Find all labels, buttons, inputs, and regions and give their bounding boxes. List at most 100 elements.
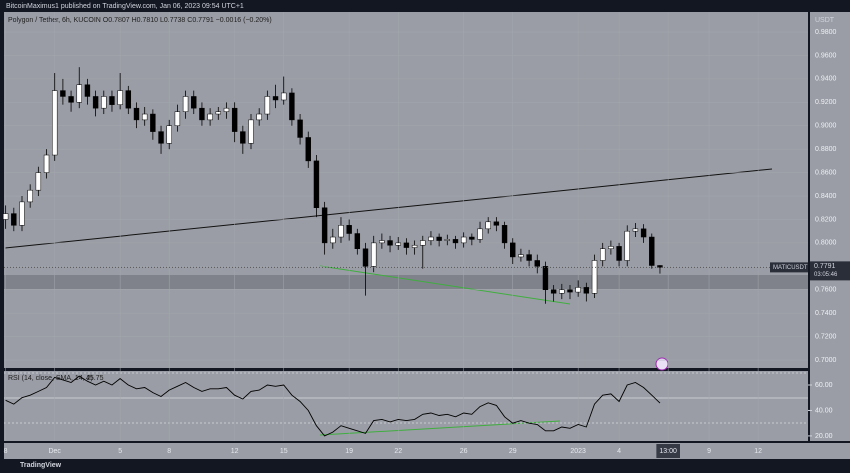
x-tick-label: 9 xyxy=(707,448,711,455)
trend-line xyxy=(4,168,773,249)
candle-body xyxy=(109,96,115,105)
price-axis xyxy=(810,12,850,441)
candle-body xyxy=(436,236,442,241)
price-pane xyxy=(4,12,808,368)
candle-body xyxy=(403,242,410,248)
y-tick-label: 0.8000 xyxy=(815,240,837,247)
symbol-legend: Polygon / Tether, 6h, KUCOIN O0.7807 H0.… xyxy=(8,17,272,24)
candle-body xyxy=(215,111,221,115)
candle-body xyxy=(452,239,459,244)
candle-body xyxy=(387,240,393,246)
candle-body xyxy=(591,260,598,294)
y-tick-label: 0.9800 xyxy=(815,29,837,36)
x-tick-label: 13:00 xyxy=(659,448,677,455)
rsi-value: 45.75 xyxy=(86,375,104,382)
support-zone xyxy=(4,275,808,289)
candle-body xyxy=(27,189,33,203)
candle-body xyxy=(207,113,213,121)
candle-body xyxy=(256,113,262,121)
candle-body xyxy=(632,228,639,232)
x-tick-label: 26 xyxy=(460,448,468,455)
candle-body xyxy=(428,236,434,241)
y-tick-label: 0.8600 xyxy=(815,169,837,176)
candle-body xyxy=(395,242,401,246)
y-tick-label: 40.00 xyxy=(815,407,833,414)
candle-body xyxy=(150,113,156,132)
candle-body xyxy=(338,225,344,238)
candle-body xyxy=(379,240,385,244)
rsi-pane xyxy=(4,371,808,441)
candle-body xyxy=(624,230,630,261)
candle-body xyxy=(141,113,148,121)
x-tick-label: 12 xyxy=(231,448,239,455)
symbol-label-bg xyxy=(770,262,808,273)
y-tick-label: 0.7000 xyxy=(815,357,837,364)
y-tick-label: 0.9200 xyxy=(815,99,837,106)
y-tick-label: 60.00 xyxy=(815,382,833,389)
candle-body xyxy=(11,213,17,226)
candle-body xyxy=(640,228,647,238)
candle-body xyxy=(608,246,614,249)
candle-body xyxy=(469,236,475,240)
symbol-label: MATICUSDT xyxy=(773,265,808,271)
candle-body xyxy=(330,236,336,244)
candle-body xyxy=(60,90,66,97)
candle-body xyxy=(559,289,565,294)
candle-body xyxy=(477,228,483,240)
axis-unit: USDT xyxy=(815,17,835,24)
candle-body xyxy=(248,119,254,144)
x-tick-label: Dec xyxy=(48,448,61,455)
candle-body xyxy=(117,90,123,105)
y-tick-label: 0.8800 xyxy=(815,146,837,153)
candle-body xyxy=(223,107,230,112)
x-tick-label: 4 xyxy=(617,448,621,455)
candle-body xyxy=(616,246,622,261)
candle-body xyxy=(567,289,573,293)
candle-body xyxy=(305,137,311,162)
candle-body xyxy=(231,107,238,132)
x-tick-label: 8 xyxy=(167,448,171,455)
rsi-legend: RSI (14, close, SMA, 14, 2) xyxy=(8,375,93,382)
y-tick-label: 0.7600 xyxy=(815,287,837,294)
footer: TradingView xyxy=(20,462,62,469)
candle-body xyxy=(133,107,140,121)
candle-body xyxy=(84,84,91,97)
candle-body xyxy=(289,92,295,121)
candle-body xyxy=(272,96,279,101)
x-tick-label: 29 xyxy=(509,448,517,455)
x-tick-label: 19 xyxy=(345,448,353,455)
candle-body xyxy=(518,254,524,258)
candle-body xyxy=(411,244,418,248)
candle-body xyxy=(68,96,74,103)
candle-body xyxy=(444,239,451,241)
candle-body xyxy=(281,92,287,101)
rsi-line xyxy=(5,375,661,437)
candle-body xyxy=(362,248,369,267)
candle-body xyxy=(501,225,508,244)
y-tick-label: 0.9600 xyxy=(815,52,837,59)
candle-body xyxy=(92,96,99,109)
candle-body xyxy=(346,225,352,234)
candle-body xyxy=(600,248,606,261)
candle-body xyxy=(526,254,532,261)
plot: 8 Dec 5 8 12 15 19 22 26 29 2023 4 13:00 9 12 0.9800 0.9… xyxy=(2,12,850,458)
candle-body xyxy=(370,242,377,267)
candle-body xyxy=(166,125,172,144)
x-tick-label: 2023 xyxy=(570,448,586,455)
candle-body xyxy=(43,154,50,173)
x-tick-label: 22 xyxy=(394,448,402,455)
candle-body xyxy=(199,107,205,121)
candle-body xyxy=(542,266,549,290)
countdown-label: 03:05:46 xyxy=(814,272,838,278)
candle-body xyxy=(125,90,132,109)
candle-body xyxy=(35,172,42,191)
x-tick-label: 12 xyxy=(754,448,762,455)
y-tick-label: 0.8400 xyxy=(815,193,837,200)
candle-body xyxy=(182,96,189,112)
candle-body xyxy=(313,160,320,208)
candle-body xyxy=(420,240,426,246)
x-tick-label: 15 xyxy=(280,448,288,455)
x-tick-label: 5 xyxy=(118,448,122,455)
candle-body xyxy=(460,236,467,244)
